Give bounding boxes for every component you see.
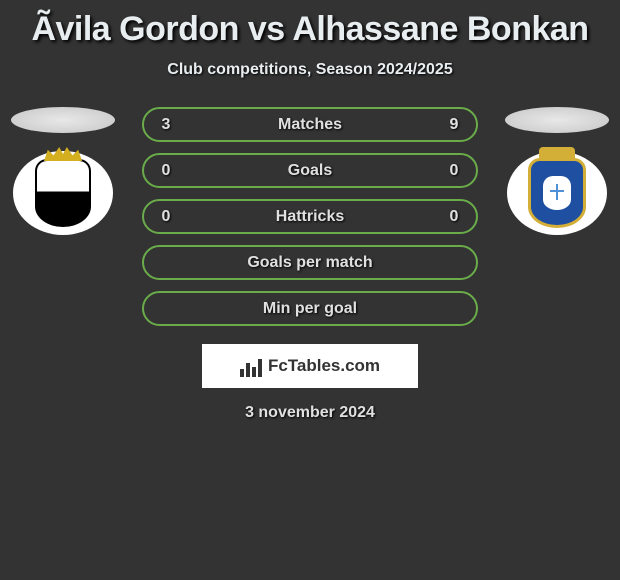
page-subtitle: Club competitions, Season 2024/2025 [167,61,452,79]
left-player-column [8,107,118,235]
watermark-text: FcTables.com [268,356,380,376]
stat-row-min-per-goal: Min per goal [142,291,478,326]
stat-row-goals-per-match: Goals per match [142,245,478,280]
stat-right-value: 0 [444,208,464,226]
club-badge-left-shield [35,159,91,227]
crown-icon [539,147,575,161]
stat-left-value: 0 [156,162,176,180]
date-text: 3 november 2024 [245,404,375,422]
page-title: Ãvila Gordon vs Alhassane Bonkan [31,10,588,49]
stat-label: Goals per match [247,254,372,272]
stat-label: Goals [288,162,332,180]
watermark: FcTables.com [202,344,418,388]
stat-row-hattricks: 0 Hattricks 0 [142,199,478,234]
stat-left-value: 0 [156,208,176,226]
cross-icon [543,176,571,210]
stat-row-goals: 0 Goals 0 [142,153,478,188]
comparison-card: Ãvila Gordon vs Alhassane Bonkan Club co… [0,0,620,432]
stat-right-value: 0 [444,162,464,180]
stat-label: Matches [278,116,342,134]
stat-label: Hattricks [276,208,344,226]
main-area: 3 Matches 9 0 Goals 0 0 Hattricks 0 Goal… [0,107,620,326]
stat-label: Min per goal [263,300,357,318]
player-ellipse-right [505,107,609,133]
crown-icon [44,147,82,161]
bar-chart-icon [240,355,262,377]
stats-column: 3 Matches 9 0 Goals 0 0 Hattricks 0 Goal… [130,107,490,326]
right-player-column [502,107,612,235]
stat-row-matches: 3 Matches 9 [142,107,478,142]
club-badge-left [13,151,113,235]
club-badge-right [507,151,607,235]
club-badge-right-shield [528,158,586,228]
player-ellipse-left [11,107,115,133]
stat-right-value: 9 [444,116,464,134]
stat-left-value: 3 [156,116,176,134]
